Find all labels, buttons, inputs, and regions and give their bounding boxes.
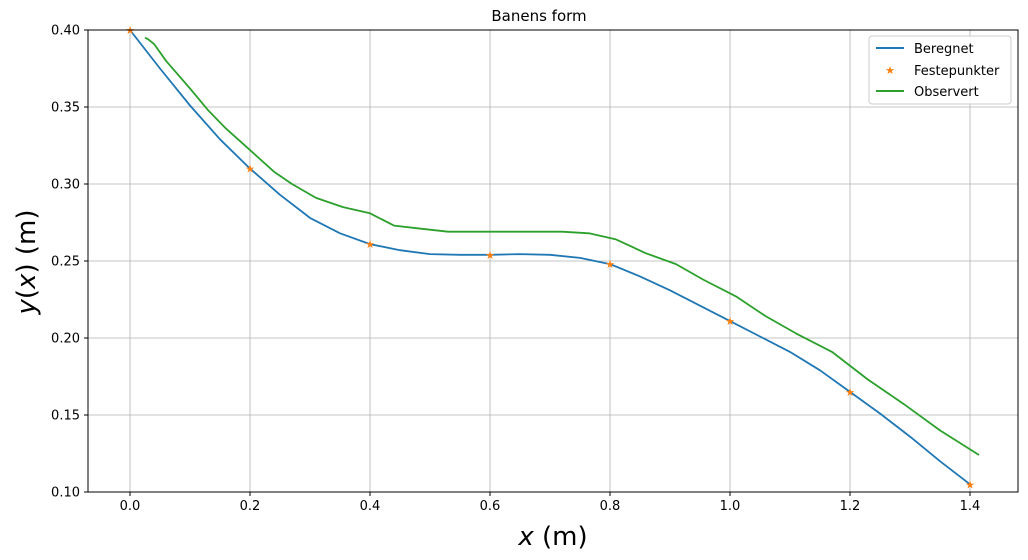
data-point-festepunkter: ★ [725,315,735,328]
x-tick-label: 0.4 [360,499,381,514]
series-line-observert [144,36,980,456]
legend-box [868,35,1012,105]
legend: Beregnet ★ Festepunkter Observert [868,35,1012,105]
legend-swatch-festepunkter: ★ [885,64,895,77]
x-axis-label: x (m) [517,522,587,552]
y-tick-label: 0.30 [51,178,80,193]
x-tick-label: 1.4 [960,499,981,514]
y-tick-label: 0.35 [51,101,80,116]
x-tick-label: 0.2 [240,499,261,514]
data-point-festepunkter: ★ [965,478,975,491]
y-tick-label: 0.20 [51,332,80,347]
y-tick-label: 0.15 [51,409,80,424]
series-line-beregnet [129,29,971,486]
data-point-festepunkter: ★ [245,163,255,176]
data-point-festepunkter: ★ [365,238,375,251]
y-tick-label: 0.10 [51,486,80,501]
data-point-festepunkter: ★ [485,249,495,262]
legend-label-beregnet: Beregnet [914,42,974,57]
x-tick-label: 0.6 [480,499,501,514]
legend-label-festepunkter: Festepunkter [914,64,1000,79]
x-tick-label: 1.0 [720,499,741,514]
chart-title: Banens form [491,7,586,25]
x-tick-label: 0.0 [120,499,141,514]
x-tick-label: 1.2 [840,499,861,514]
legend-label-observert: Observert [914,85,979,100]
data-point-festepunkter: ★ [845,386,855,399]
y-axis-label: y(x) (m) [12,210,42,316]
series-layer: ★ ★ ★ ★ ★ ★ ★ ★ [125,24,980,491]
x-tick-label: 0.8 [600,499,621,514]
ticks: 0.0 0.2 0.4 0.6 0.8 1.0 1.2 1.4 0.10 0.15 0.20 0.25… [51,24,980,515]
y-tick-label: 0.25 [51,255,80,270]
data-point-festepunkter: ★ [605,258,615,271]
y-tick-label: 0.40 [51,24,80,39]
